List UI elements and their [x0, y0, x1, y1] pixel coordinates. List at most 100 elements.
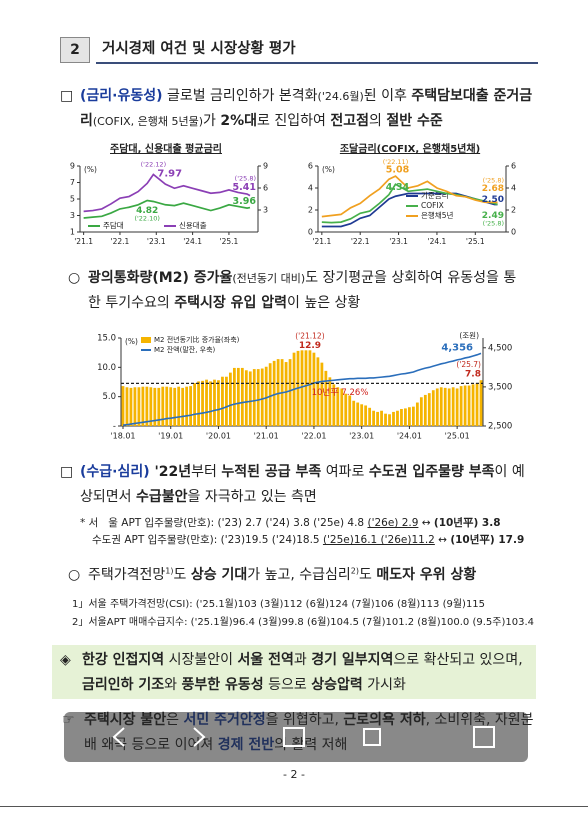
- text-run: (수급·심리): [80, 464, 150, 480]
- text-run: 로 진입하여: [257, 113, 331, 129]
- bar: [221, 376, 224, 426]
- y-tick-label: 15.0: [97, 334, 116, 344]
- bar: [471, 384, 475, 426]
- note: 수도권 APT 입주물량(만호): ('23)19.5 ('24)18.5 ('…: [92, 532, 524, 549]
- x-tick-label: '22.1: [351, 237, 370, 246]
- text-run: 도: [173, 567, 191, 583]
- bar: [288, 359, 292, 426]
- summary-box: [52, 645, 536, 699]
- bar: [336, 387, 340, 426]
- text-run: (전년동기 대비): [232, 272, 306, 285]
- data-label: 4,356: [441, 342, 473, 353]
- y-tick-label: 2: [308, 206, 313, 215]
- y-axis-label: (%): [125, 337, 138, 346]
- bar: [451, 387, 455, 426]
- bar: [197, 381, 200, 426]
- bar: [145, 386, 149, 426]
- bar: [356, 402, 360, 426]
- series-line: [321, 183, 498, 224]
- data-label: ('22.10): [134, 214, 159, 222]
- grid-icon[interactable]: [363, 728, 381, 746]
- text-run: 누적된 공급 부족: [221, 464, 322, 480]
- bullet: □: [60, 88, 74, 104]
- bar: [169, 387, 173, 426]
- next-icon[interactable]: [193, 727, 206, 747]
- text-run: ('26e) 2.9: [367, 517, 419, 529]
- data-label: ('25.7): [456, 360, 481, 369]
- bar: [316, 357, 320, 426]
- text-run: 이 높은 상황: [286, 295, 361, 311]
- x-tick-label: '19.01: [158, 432, 183, 441]
- bar: [173, 387, 177, 426]
- y2-tick-label: 4,500: [488, 343, 512, 353]
- bar: [125, 387, 129, 426]
- bar: [332, 384, 336, 426]
- bar: [415, 402, 419, 426]
- x-tick-label: '18.01: [110, 432, 135, 441]
- y-tick-label: 10.0: [97, 363, 116, 373]
- text-run: 여파로: [321, 464, 369, 480]
- bar: [340, 388, 344, 426]
- bar: [284, 362, 288, 426]
- text-run: ('24.6월): [317, 90, 364, 103]
- text-run: 경기 일부지역: [311, 652, 394, 668]
- text-run: 과: [293, 652, 312, 668]
- bar: [360, 404, 364, 426]
- y2-tick-label: 3: [263, 206, 268, 215]
- bar: [153, 387, 157, 426]
- x-tick-label: '24.1: [428, 237, 447, 246]
- y-tick-label: 9: [70, 162, 75, 171]
- series-line: [122, 352, 482, 427]
- series-line: [83, 199, 251, 219]
- bar: [388, 414, 391, 426]
- bar: [404, 408, 407, 426]
- y-axis-label: (%): [322, 165, 335, 174]
- x-tick-label: '25.01: [445, 432, 470, 441]
- bar: [348, 395, 352, 426]
- text-run: 금리인하 기조: [82, 677, 165, 693]
- data-label: 4.34: [386, 182, 410, 193]
- legend-swatch: [141, 337, 151, 343]
- text-run: 이 예상되면서: [80, 464, 525, 505]
- y2-tick-label: 9: [263, 162, 268, 171]
- legend-label: M2 잔액(말잔, 우축): [154, 345, 216, 354]
- x-tick-label: '23.1: [147, 237, 166, 246]
- data-label: ('25.8): [235, 175, 256, 183]
- paragraph: 광의통화량(M2) 증가율(전년동기 대비)도 장기평균을 상회하여 유동성을 …: [88, 266, 528, 316]
- bar: [225, 376, 228, 426]
- text-run: 주택담보대출 준거금리: [80, 88, 533, 129]
- x-tick-label: '21.01: [254, 432, 279, 441]
- text-run: 의: [368, 113, 387, 129]
- reference-label: 10년平 7.26%: [312, 387, 369, 398]
- bullet: ○: [68, 567, 81, 583]
- text-run: 상승 기대: [190, 567, 248, 583]
- window-icon[interactable]: [283, 727, 305, 747]
- bar: [137, 387, 141, 426]
- fullscreen-icon[interactable]: [473, 726, 495, 748]
- text-run: (10년平) 3.8: [433, 517, 501, 529]
- x-tick-label: '21.1: [312, 237, 331, 246]
- data-label: 5.41: [233, 182, 256, 193]
- text-run: ('25e)16.1 ('26e)11.2: [322, 534, 435, 546]
- video-overlay[interactable]: [64, 712, 528, 762]
- text-run: 도 장기평균을 상회하여 유동성을 통한 투기수요의: [88, 270, 517, 311]
- text-run: ↔: [434, 534, 451, 546]
- bar: [177, 386, 181, 426]
- bar: [256, 369, 260, 426]
- text-run: 상승압력: [311, 677, 363, 693]
- bar: [121, 386, 125, 426]
- bar: [248, 371, 252, 426]
- y-tick-label: -: [113, 422, 116, 432]
- bar: [240, 367, 244, 426]
- text-run: (10년平) 17.9: [450, 534, 525, 546]
- bar: [479, 380, 483, 426]
- bullet: ○: [68, 270, 81, 286]
- bar: [236, 367, 240, 426]
- y-tick-label: 7: [70, 178, 75, 187]
- chart-title: 조달금리(COFIX, 은행채5년채): [340, 142, 480, 155]
- prev-icon[interactable]: [112, 727, 125, 747]
- bar: [443, 387, 447, 426]
- data-label: 7.8: [465, 370, 481, 380]
- text-run: 1): [165, 566, 174, 576]
